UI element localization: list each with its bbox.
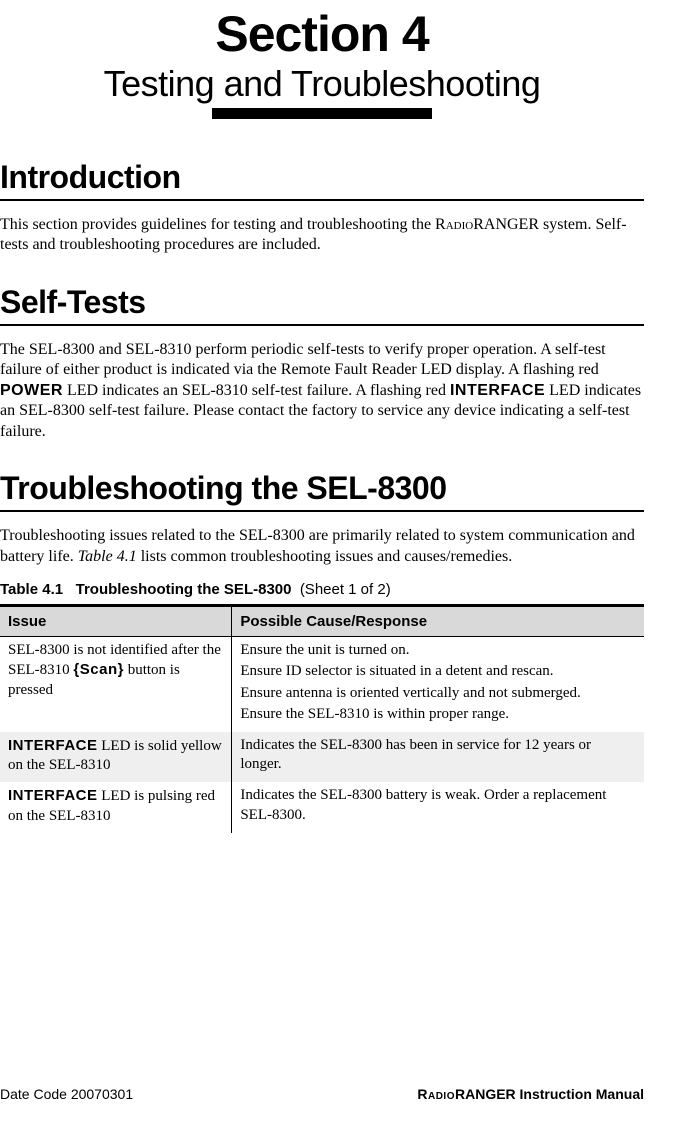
heading-introduction: Introduction bbox=[0, 159, 644, 196]
footer-brand: RANGER Instruction Manual bbox=[455, 1086, 644, 1102]
interface-label: INTERFACE bbox=[8, 787, 98, 804]
page-footer: Date Code 20070301 RadioRANGER Instructi… bbox=[0, 1086, 644, 1102]
footer-brand-sc: Radio bbox=[417, 1086, 455, 1102]
response-line: Ensure ID selector is situated in a dete… bbox=[240, 662, 636, 681]
response-line: Ensure the unit is turned on. bbox=[240, 641, 636, 660]
section-subtitle: Testing and Troubleshooting bbox=[0, 63, 644, 105]
table-header-row: Issue Possible Cause/Response bbox=[0, 606, 644, 637]
response-line: Indicates the SEL-8300 battery is weak. … bbox=[240, 786, 636, 824]
response-line: Ensure the SEL-8310 is within proper ran… bbox=[240, 705, 636, 724]
intro-text-1: This section provides guidelines for tes… bbox=[0, 216, 435, 233]
heading-rule bbox=[0, 510, 644, 512]
heading-selftests: Self-Tests bbox=[0, 284, 644, 321]
accent-bar bbox=[212, 108, 432, 119]
scan-label: {Scan} bbox=[73, 661, 124, 678]
section-title: Section 4 bbox=[0, 5, 644, 63]
selftests-text-1: The SEL-8300 and SEL-8310 perform period… bbox=[0, 341, 606, 378]
table-caption-title: Troubleshooting the SEL-8300 bbox=[76, 581, 292, 598]
power-label: POWER bbox=[0, 382, 63, 399]
table-row: INTERFACE LED is solid yellow on the SEL… bbox=[0, 732, 644, 782]
troubleshooting-body: Troubleshooting issues related to the SE… bbox=[0, 526, 644, 567]
heading-rule bbox=[0, 324, 644, 326]
issue-cell: SEL-8300 is not identified after the SEL… bbox=[0, 637, 232, 732]
response-cell: Indicates the SEL-8300 has been in servi… bbox=[232, 732, 644, 782]
issue-cell: INTERFACE LED is pulsing red on the SEL-… bbox=[0, 782, 232, 832]
interface-label: INTERFACE bbox=[450, 382, 545, 399]
selftests-text-2: LED indicates an SEL-8310 self-test fail… bbox=[63, 382, 450, 399]
response-cell: Indicates the SEL-8300 battery is weak. … bbox=[232, 782, 644, 832]
footer-left: Date Code 20070301 bbox=[0, 1086, 133, 1102]
heading-troubleshooting: Troubleshooting the SEL-8300 bbox=[0, 470, 644, 507]
heading-rule bbox=[0, 199, 644, 201]
intro-smallcaps: Radio bbox=[435, 216, 473, 233]
col-response: Possible Cause/Response bbox=[232, 606, 644, 637]
troubleshoot-text-2: lists common troubleshooting issues and … bbox=[137, 548, 513, 565]
table-caption-lead: Table 4.1 bbox=[0, 581, 63, 598]
response-cell: Ensure the unit is turned on. Ensure ID … bbox=[232, 637, 644, 732]
issue-cell: INTERFACE LED is solid yellow on the SEL… bbox=[0, 732, 232, 782]
table-ref: Table 4.1 bbox=[78, 548, 137, 565]
troubleshooting-table: Issue Possible Cause/Response SEL-8300 i… bbox=[0, 604, 644, 833]
interface-label: INTERFACE bbox=[8, 737, 98, 754]
selftests-body: The SEL-8300 and SEL-8310 perform period… bbox=[0, 340, 644, 442]
page: Section 4 Testing and Troubleshooting In… bbox=[0, 5, 674, 833]
response-line: Ensure antenna is oriented vertically an… bbox=[240, 684, 636, 703]
table-row: SEL-8300 is not identified after the SEL… bbox=[0, 637, 644, 732]
col-issue: Issue bbox=[0, 606, 232, 637]
footer-right: RadioRANGER Instruction Manual bbox=[417, 1086, 644, 1102]
introduction-body: This section provides guidelines for tes… bbox=[0, 215, 644, 256]
table-caption-sheet: (Sheet 1 of 2) bbox=[300, 581, 391, 598]
table-row: INTERFACE LED is pulsing red on the SEL-… bbox=[0, 782, 644, 832]
table-caption: Table 4.1 Troubleshooting the SEL-8300 (… bbox=[0, 581, 644, 598]
response-line: Indicates the SEL-8300 has been in servi… bbox=[240, 736, 636, 774]
